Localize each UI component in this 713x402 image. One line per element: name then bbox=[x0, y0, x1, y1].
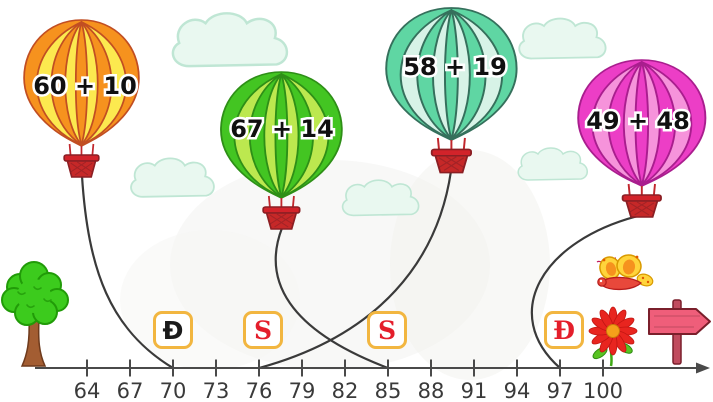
clouds bbox=[130, 12, 607, 217]
tick-label: 73 bbox=[203, 379, 230, 402]
balloon-label: 58 + 19 bbox=[403, 53, 507, 81]
arrow-right-icon bbox=[696, 362, 710, 374]
tick-label: 85 bbox=[375, 379, 402, 402]
butterfly-icon bbox=[596, 254, 654, 291]
balloon-basket bbox=[430, 137, 473, 174]
tick-label: 82 bbox=[332, 379, 359, 402]
tick-label: 97 bbox=[547, 379, 574, 402]
balloon-label: 49 + 48 bbox=[586, 107, 690, 135]
cloud-icon bbox=[130, 157, 215, 198]
balloon-basket bbox=[262, 195, 301, 230]
tree-icon bbox=[1, 261, 69, 367]
balloon-label: 60 + 10 bbox=[33, 72, 137, 100]
balloon-58-19 bbox=[385, 7, 518, 174]
cloud-icon bbox=[518, 17, 607, 60]
answer-letter: S bbox=[377, 315, 397, 345]
balloon-label: 67 + 14 bbox=[230, 115, 334, 143]
tick-label: 94 bbox=[504, 379, 531, 402]
tick-label: 64 bbox=[74, 379, 101, 402]
answer-box-70[interactable]: Đ bbox=[153, 311, 193, 349]
answer-box-76[interactable]: S bbox=[243, 311, 283, 349]
numberline-ticks: 64 67 70 73 76 79 82 85 88 91 94 97 100 bbox=[74, 359, 623, 402]
flower-icon bbox=[588, 306, 638, 367]
tick-label: 70 bbox=[160, 379, 187, 402]
answer-letter: S bbox=[253, 315, 273, 345]
signpost-icon bbox=[648, 299, 711, 365]
string-49-48-to-97 bbox=[530, 213, 644, 370]
balloon-basket bbox=[621, 183, 662, 218]
answer-box-97[interactable]: Đ bbox=[544, 311, 584, 349]
answer-letter: Đ bbox=[162, 315, 184, 345]
cloud-icon bbox=[341, 179, 420, 217]
balloon-49-48 bbox=[577, 59, 707, 218]
balloon-60-10 bbox=[23, 19, 140, 178]
string-58-19-to-76 bbox=[257, 169, 453, 370]
tick-label: 79 bbox=[289, 379, 316, 402]
tick-label: 76 bbox=[246, 379, 273, 402]
tick-label: 67 bbox=[117, 379, 144, 402]
balloon-67-14 bbox=[220, 71, 343, 230]
balloon-basket bbox=[63, 143, 100, 178]
string-60-10-to-70 bbox=[80, 174, 175, 370]
balloon-labels: 60 + 10 67 + 14 58 + 19 49 + 48 bbox=[31, 51, 693, 146]
cloud-icon bbox=[171, 12, 289, 68]
tick-label: 91 bbox=[461, 379, 488, 402]
number-line: 64 67 70 73 76 79 82 85 88 91 94 97 100 bbox=[35, 359, 710, 402]
answer-letter: Đ bbox=[553, 315, 575, 345]
cloud-icon bbox=[517, 147, 589, 181]
tick-label: 88 bbox=[418, 379, 445, 402]
answer-box-85[interactable]: S bbox=[367, 311, 407, 349]
tick-label: 100 bbox=[583, 379, 623, 402]
connection-strings bbox=[80, 169, 644, 370]
string-67-14-to-85 bbox=[274, 226, 390, 370]
